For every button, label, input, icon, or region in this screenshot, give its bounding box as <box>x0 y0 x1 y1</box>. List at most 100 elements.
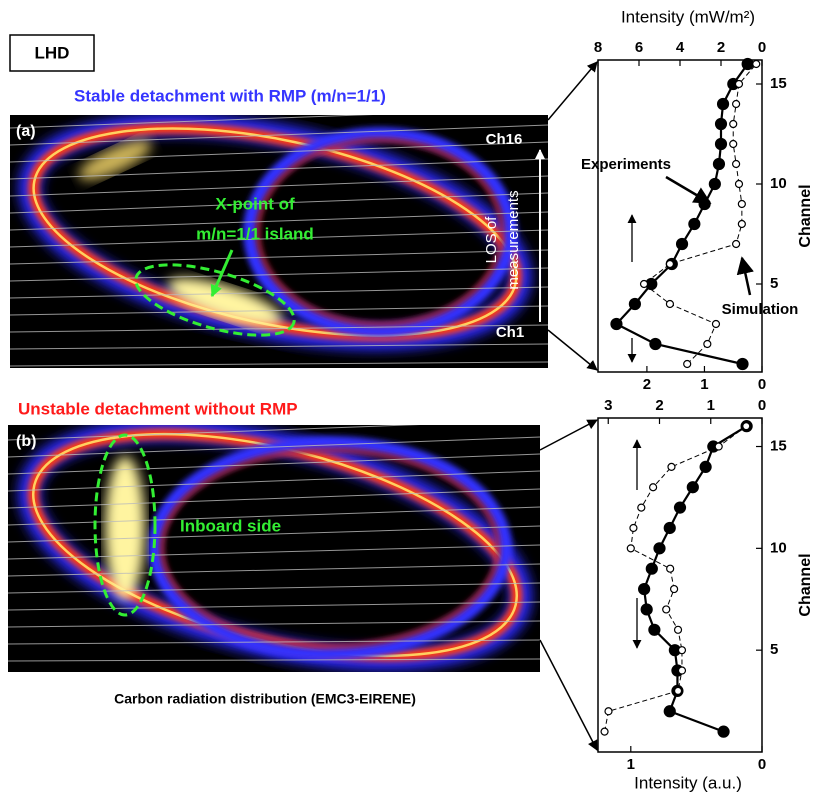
data-point <box>714 137 728 151</box>
los-label: measurements <box>505 190 522 289</box>
data-point <box>741 57 754 71</box>
data-point <box>600 727 609 736</box>
data-point <box>734 79 744 89</box>
data-point <box>640 603 653 616</box>
series-line <box>614 63 749 366</box>
connector <box>539 61 598 751</box>
data-point <box>639 279 649 289</box>
series-line <box>604 425 747 732</box>
y-tick-label: 15 <box>770 437 787 454</box>
y-axis-title: Channel <box>797 553 814 616</box>
series-label: Simulation <box>722 301 799 318</box>
data-point <box>703 339 712 349</box>
channel-label: Ch16 <box>486 131 523 148</box>
x2-axis-title: Intensity (a.u.) <box>634 773 742 792</box>
data-point <box>742 422 751 431</box>
data-point <box>677 666 687 675</box>
y-tick-label: 15 <box>770 75 787 92</box>
series-line <box>643 63 757 365</box>
data-point <box>683 359 692 369</box>
data-point <box>688 217 701 231</box>
data-point <box>667 462 676 471</box>
annotation: X-point of <box>215 194 295 213</box>
data-point <box>673 625 683 634</box>
data-point <box>628 297 642 311</box>
data-point <box>626 544 635 553</box>
radiation-image <box>10 115 548 368</box>
data-point <box>610 317 623 331</box>
data-point <box>714 442 723 451</box>
tag: LHD <box>35 43 70 62</box>
data-point <box>711 319 721 329</box>
series-label-arrow <box>665 175 712 205</box>
data-point <box>732 239 741 249</box>
x2-tick-label: 2 <box>643 376 651 393</box>
y-tick-label: 10 <box>770 175 787 192</box>
data-point <box>699 460 712 473</box>
y-tick-label: 5 <box>770 641 778 658</box>
highlight-ellipse <box>93 433 157 617</box>
data-point <box>645 562 658 575</box>
data-point <box>663 521 676 535</box>
y-tick-label: 5 <box>770 275 778 292</box>
data-point <box>714 117 728 131</box>
direction-arrow <box>627 214 642 649</box>
los-label: LOS of <box>483 216 500 264</box>
data-point <box>648 623 661 636</box>
data-point <box>752 59 761 69</box>
series-line <box>642 425 748 733</box>
caption: Carbon radiation distribution (EMC3-EIRE… <box>114 691 416 707</box>
data-point <box>737 219 746 229</box>
data-point <box>669 584 679 594</box>
x2-tick-label: 1 <box>627 756 635 773</box>
annotation: m/n=1/1 island <box>196 224 314 243</box>
panel-label: (b) <box>16 433 36 450</box>
data-point <box>712 157 726 171</box>
data-point <box>736 357 749 371</box>
data-point <box>717 725 730 738</box>
data-point <box>686 481 699 494</box>
x-tick-label: 0 <box>758 397 766 414</box>
data-point <box>716 97 730 111</box>
x-tick-label: 6 <box>635 39 643 56</box>
panel-title: Stable detachment with RMP (m/n=1/1) <box>74 86 386 105</box>
data-point <box>737 199 746 209</box>
x-tick-label: 3 <box>604 397 612 414</box>
channel-label: Ch1 <box>496 324 524 341</box>
data-point <box>677 646 687 655</box>
panel-title: Unstable detachment without RMP <box>18 399 298 418</box>
data-point <box>729 139 738 149</box>
x-tick-label: 4 <box>676 39 685 56</box>
x-tick-label: 2 <box>655 397 663 414</box>
series-label: Experiments <box>581 156 671 173</box>
x-tick-label: 0 <box>758 39 766 56</box>
data-point <box>637 503 646 512</box>
data-point <box>649 337 662 351</box>
panel-label: (a) <box>16 123 36 140</box>
x-tick-label: 2 <box>717 39 725 56</box>
data-point <box>663 705 676 718</box>
annotation-arrow <box>210 249 234 298</box>
data-point <box>732 99 741 109</box>
x2-tick-label: 0 <box>758 376 766 393</box>
y-axis-title: Channel <box>797 184 814 247</box>
data-point <box>662 605 671 614</box>
tag-box <box>9 34 95 72</box>
x-axis-title: Intensity (mW/m²) <box>621 7 755 26</box>
data-point <box>734 179 744 189</box>
data-point <box>665 299 675 309</box>
data-point <box>629 523 638 533</box>
x2-tick-label: 1 <box>700 376 708 393</box>
x-tick-label: 8 <box>594 39 602 56</box>
data-point <box>673 686 683 696</box>
data-point <box>708 177 721 191</box>
data-point <box>666 564 675 573</box>
x-tick-label: 1 <box>707 397 715 414</box>
data-point <box>675 237 689 251</box>
data-point <box>673 501 687 514</box>
plot-frame <box>597 417 763 753</box>
x2-tick-label: 0 <box>758 756 766 773</box>
radiation-image <box>8 425 540 672</box>
